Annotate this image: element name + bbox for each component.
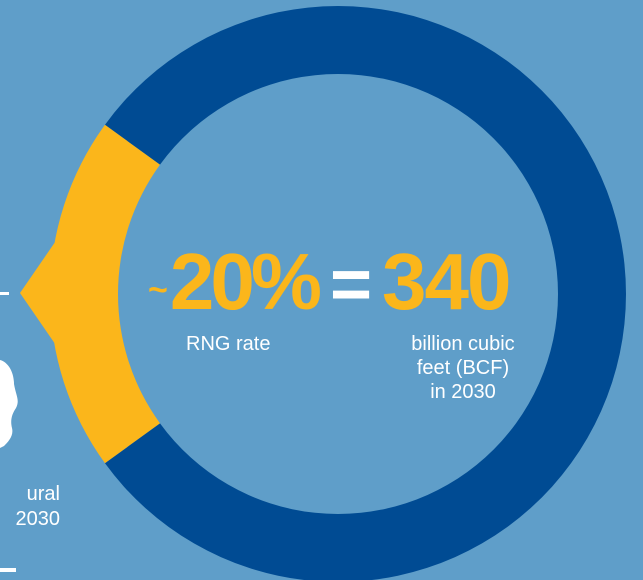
bcf-label: billion cubic feet (BCF) in 2030: [388, 332, 538, 404]
bcf-value: 340: [382, 237, 511, 326]
bottom-underline: [0, 568, 16, 572]
rng-percent: 20%: [169, 237, 322, 326]
headline-stat: ~ 20% = 340: [148, 236, 512, 328]
donut-ring: [50, 6, 626, 580]
callout-dot: [0, 292, 9, 295]
bcf-label-line-3: in 2030: [430, 381, 496, 403]
left-panel-line-1: ural: [26, 483, 60, 505]
approx-sign: ~: [148, 271, 168, 309]
donut-slice-0: [50, 124, 161, 464]
left-panel-text: ural 2030: [0, 482, 61, 531]
equals-sign: =: [329, 245, 373, 325]
left-panel-line-2: 2030: [15, 507, 61, 530]
callout-pointer: [20, 232, 62, 354]
map-silhouette: [0, 360, 18, 448]
bcf-label-line-2: feet (BCF): [416, 357, 510, 379]
rng-label: RNG rate: [186, 333, 271, 355]
bcf-label-line-1: billion cubic: [411, 333, 515, 355]
